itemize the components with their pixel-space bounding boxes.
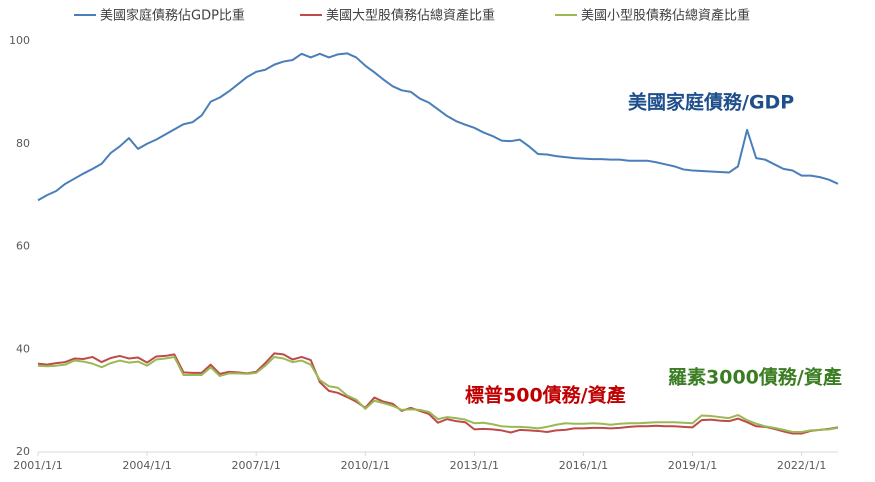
x-tick-label: 2004/1/1: [122, 459, 171, 472]
annotation: 美國家庭債務/GDP: [628, 91, 794, 114]
y-tick-label: 100: [9, 34, 30, 47]
series-line: [37, 52, 839, 202]
x-tick-label: 2013/1/1: [450, 459, 499, 472]
legend-text: 美國大型股債務佔總資產比重: [326, 8, 495, 24]
y-tick-label: 40: [16, 342, 30, 355]
x-tick-label: 2016/1/1: [559, 459, 608, 472]
x-tick-label: 2010/1/1: [341, 459, 390, 472]
x-tick-label: 2001/1/1: [13, 459, 62, 472]
annotation: 標普500債務/資產: [465, 384, 626, 407]
y-tick-label: 60: [16, 240, 30, 253]
series-line: [37, 355, 839, 433]
y-tick-label: 20: [16, 445, 30, 458]
y-tick-label: 80: [16, 137, 30, 150]
x-tick-label: 2007/1/1: [231, 459, 280, 472]
legend-text: 美國家庭債務佔GDP比重: [100, 8, 245, 24]
x-tick-label: 2022/1/1: [777, 459, 826, 472]
legend-text: 美國小型股債務佔總資產比重: [581, 8, 750, 24]
x-tick-label: 2019/1/1: [668, 459, 717, 472]
series-line: [37, 352, 839, 435]
annotation: 羅素3000債務/資產: [668, 366, 842, 389]
